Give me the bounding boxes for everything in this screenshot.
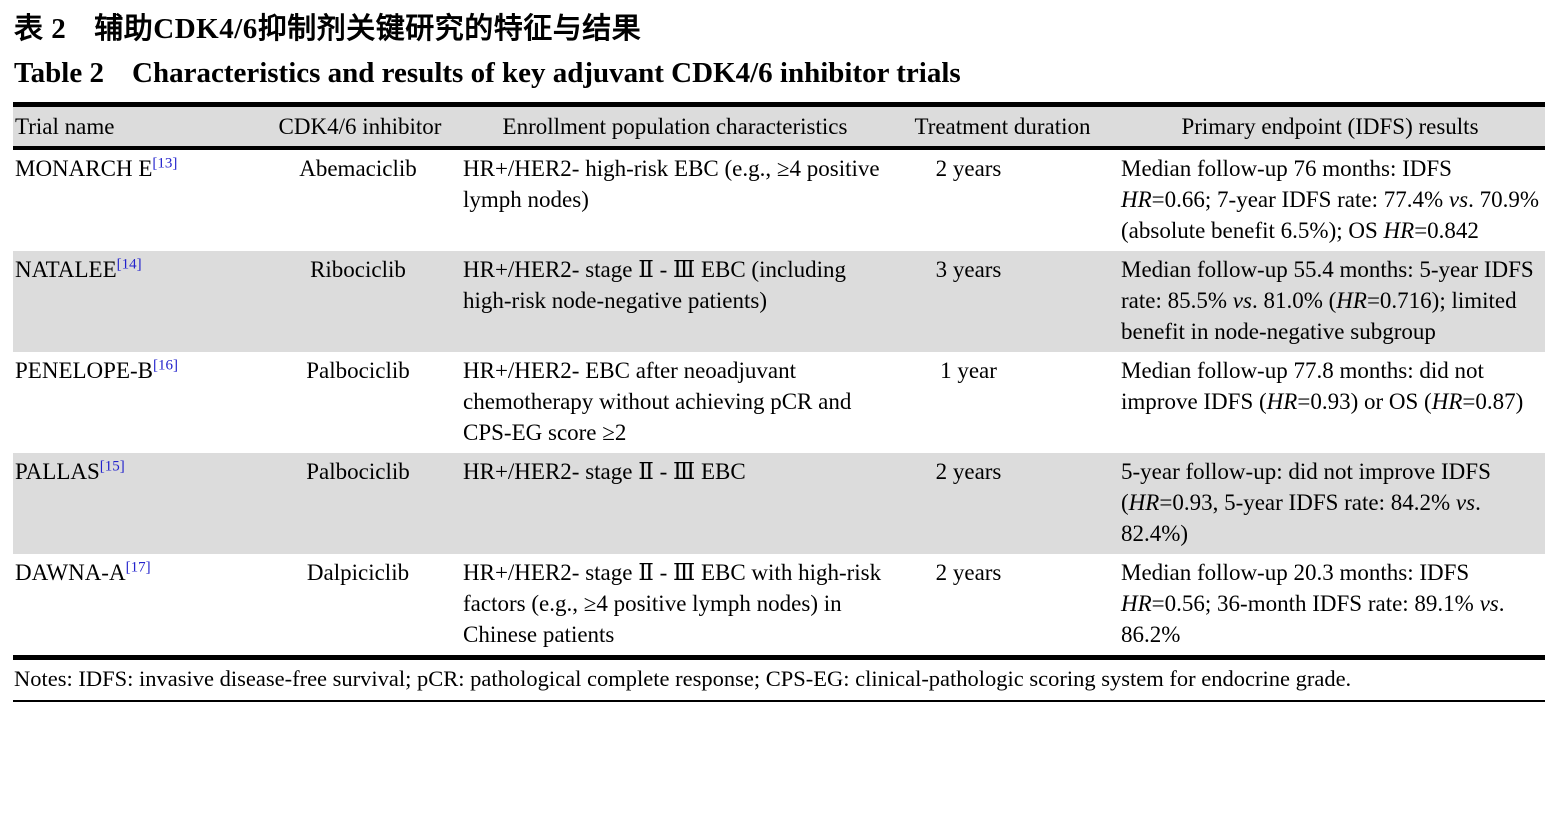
table-row-monarch-e: MONARCH E[13] Abemaciclib HR+/HER2- high… [13,148,1545,251]
table-title-en-text: Characteristics and results of key adjuv… [132,57,961,89]
citation-ref[interactable]: [14] [116,256,142,273]
col-header-duration: Treatment duration [914,114,1091,139]
table-title-en: Table 2 Characteristics and results of ke… [14,52,1545,94]
trial-name-cell: PENELOPE-B[16] [13,352,260,453]
results-cell: 5-year follow-up: did not improve IDFS (… [1121,459,1491,546]
inhibitor-cell: Abemaciclib [299,156,417,181]
table-title-zh: 表 2 辅助CDK4/6抑制剂关键研究的特征与结果 [14,8,1545,50]
trial-name-cell: PALLAS[15] [13,453,260,554]
col-header-population: Enrollment population characteristics [502,114,848,139]
table-title-zh-text: 辅助CDK4/6抑制剂关键研究的特征与结果 [94,13,642,45]
duration-cell: 3 years [935,257,1002,282]
population-cell: HR+/HER2- high-risk EBC (e.g., ≥4 positi… [463,156,880,212]
population-cell: HR+/HER2- stage Ⅱ - Ⅲ EBC (including hig… [463,257,846,313]
population-cell: HR+/HER2- stage Ⅱ - Ⅲ EBC with high-risk… [463,560,882,647]
col-header-primary-endpoint: Primary endpoint (IDFS) results [1181,114,1479,139]
results-cell: Median follow-up 76 months: IDFS HR=0.66… [1121,156,1539,243]
table-number-zh: 表 2 [14,13,67,45]
inhibitor-cell: Ribociclib [310,257,406,282]
trial-name: PENELOPE-B [15,358,153,383]
table-number-en: Table 2 [14,57,104,89]
table-row-penelope-b: PENELOPE-B[16] Palbociclib HR+/HER2- EBC… [13,352,1545,453]
paper-table-page: 表 2 辅助CDK4/6抑制剂关键研究的特征与结果 Table 2 Characte… [13,8,1545,702]
trial-name: DAWNA-A [15,560,126,585]
trial-name: NATALEE [15,257,117,282]
duration-cell: 2 years [935,560,1002,585]
header-row: Trial name CDK4/6 inhibitor Enrollment p… [13,104,1545,148]
citation-ref[interactable]: [17] [125,559,151,576]
inhibitor-cell: Palbociclib [306,358,410,383]
table-row-natalee: NATALEE[14] Ribociclib HR+/HER2- stage Ⅱ… [13,251,1545,352]
duration-cell: 1 year [940,358,997,383]
citation-ref[interactable]: [16] [153,357,178,374]
bottom-rule [13,700,1545,702]
results-cell: Median follow-up 20.3 months: IDFS HR=0.… [1121,560,1505,647]
trial-name-cell: MONARCH E[13] [13,148,260,251]
col-header-trial-name: Trial name [15,114,115,139]
trial-name: MONARCH E [15,156,153,181]
population-cell: HR+/HER2- EBC after neoadjuvant chemothe… [463,358,852,445]
table-row-dawna-a: DAWNA-A[17] Dalpiciclib HR+/HER2- stage … [13,554,1545,658]
population-cell: HR+/HER2- stage Ⅱ - Ⅲ EBC [463,459,746,484]
table-row-pallas: PALLAS[15] Palbociclib HR+/HER2- stage Ⅱ… [13,453,1545,554]
trial-name-cell: NATALEE[14] [13,251,260,352]
citation-ref[interactable]: [15] [99,458,125,475]
table-notes: Notes: IDFS: invasive disease-free survi… [14,666,1352,691]
trial-name-cell: DAWNA-A[17] [13,554,260,658]
citation-ref[interactable]: [13] [152,155,178,172]
results-cell: Median follow-up 77.8 months: did not im… [1121,358,1524,414]
inhibitor-cell: Dalpiciclib [306,560,410,585]
inhibitor-cell: Palbociclib [306,459,410,484]
results-cell: Median follow-up 55.4 months: 5-year IDF… [1121,257,1534,344]
duration-cell: 2 years [935,156,1002,181]
col-header-inhibitor: CDK4/6 inhibitor [278,114,442,139]
duration-cell: 2 years [935,459,1002,484]
trial-name: PALLAS [15,459,100,484]
trials-table: Trial name CDK4/6 inhibitor Enrollment p… [13,102,1545,660]
